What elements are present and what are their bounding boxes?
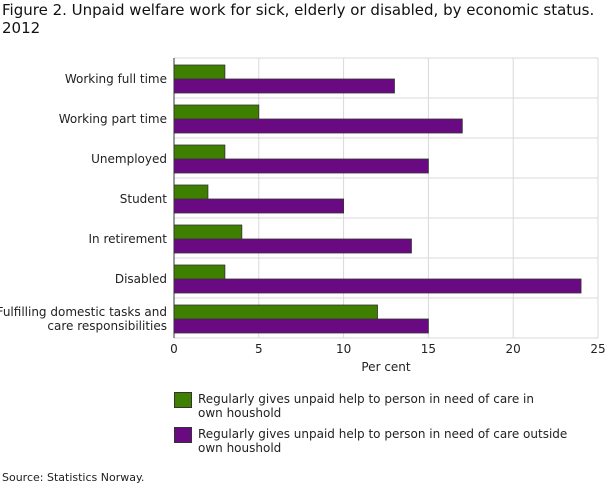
chart-title: Figure 2. Unpaid welfare work for sick, … (2, 1, 595, 37)
bar-chart: 0 5 10 15 20 25 Per cent Working full time Worki… (0, 57, 606, 374)
bar (173, 78, 395, 94)
category-label: Disabled (115, 272, 167, 286)
bar (173, 278, 582, 294)
bar (173, 118, 463, 134)
legend-swatch (174, 392, 192, 408)
category-label: In retirement (89, 232, 168, 246)
source-note: Source: Statistics Norway. (2, 471, 145, 484)
category-label: Student (120, 192, 168, 206)
bar (173, 158, 429, 174)
x-axis-label: Per cent (361, 360, 411, 374)
bar (173, 144, 226, 160)
bar (173, 264, 226, 280)
bar (173, 184, 209, 200)
bar (173, 224, 243, 240)
x-tick-label: 5 (255, 342, 263, 356)
x-tick-label: 0 (170, 342, 178, 356)
bar (173, 64, 226, 80)
x-tick-label: 20 (506, 342, 521, 356)
x-tick-label: 15 (421, 342, 436, 356)
legend-item-own-household: Regularly gives unpaid help to person in… (174, 392, 558, 420)
legend-label: Regularly gives unpaid help to person in… (198, 427, 568, 455)
bar (173, 238, 412, 254)
bar (173, 304, 378, 320)
bar (173, 198, 345, 214)
legend-swatch (174, 427, 192, 443)
category-label: Working part time (59, 112, 167, 126)
x-tick-label: 25 (590, 342, 605, 356)
x-tick-label: 10 (336, 342, 351, 356)
legend-label: Regularly gives unpaid help to person in… (198, 392, 534, 420)
category-label: Working full time (65, 72, 167, 86)
category-label: Fulfilling domestic tasks and care respon… (0, 305, 167, 333)
bar (173, 318, 429, 334)
category-label: Unemployed (91, 152, 167, 166)
bar (173, 104, 260, 120)
legend-item-outside-household: Regularly gives unpaid help to person in… (174, 427, 578, 455)
